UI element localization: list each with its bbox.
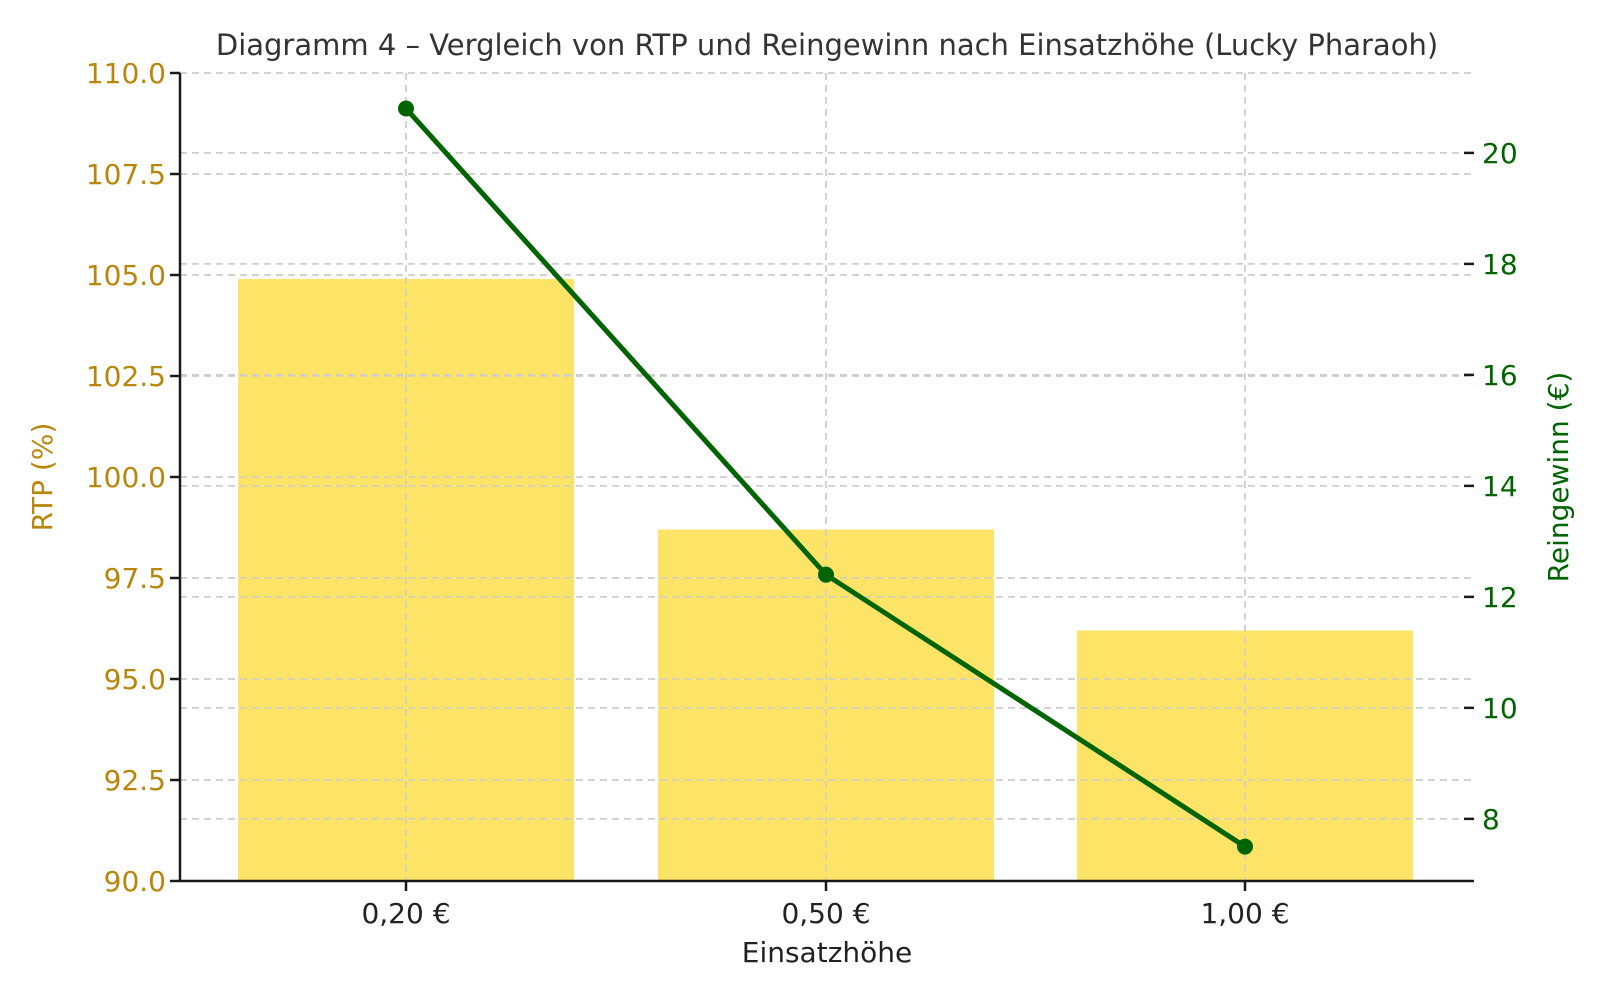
left-axis-ticks: 90.0 92.5 95.0 97.5 100.0 102.5 105.0 107.5 110.… xyxy=(86,57,180,898)
x-tick-label: 0,50 € xyxy=(781,897,870,930)
right-tick-label: 18 xyxy=(1482,248,1518,281)
right-tick-label: 14 xyxy=(1482,470,1518,503)
left-axis-label: RTP (%) xyxy=(26,423,59,532)
line-series-reingewinn xyxy=(398,100,1253,855)
right-axis-ticks: 8 10 12 14 16 18 20 xyxy=(1464,137,1518,836)
line-marker xyxy=(1237,838,1253,855)
left-tick-label: 110.0 xyxy=(86,57,166,90)
x-tick-label: 1,00 € xyxy=(1200,897,1289,930)
chart-title: Diagramm 4 – Vergleich von RTP und Reing… xyxy=(216,28,1438,62)
right-tick-label: 8 xyxy=(1482,803,1500,836)
left-tick-label: 102.5 xyxy=(86,360,166,393)
x-axis-ticks: 0,20 € 0,50 € 1,00 € xyxy=(361,881,1290,930)
x-axis-label: Einsatzhöhe xyxy=(742,936,913,969)
left-tick-label: 105.0 xyxy=(86,259,166,292)
right-tick-label: 20 xyxy=(1482,137,1518,170)
line-marker xyxy=(818,566,834,583)
left-tick-label: 100.0 xyxy=(86,461,166,494)
left-tick-label: 107.5 xyxy=(86,158,166,191)
right-tick-label: 10 xyxy=(1482,692,1518,725)
left-tick-label: 92.5 xyxy=(104,764,166,797)
line-marker xyxy=(398,100,414,117)
left-tick-label: 90.0 xyxy=(104,865,166,898)
left-tick-label: 95.0 xyxy=(104,663,166,696)
right-axis-label: Reingewinn (€) xyxy=(1542,372,1575,583)
left-tick-label: 97.5 xyxy=(104,562,166,595)
right-tick-label: 16 xyxy=(1482,359,1518,392)
x-tick-label: 0,20 € xyxy=(361,897,450,930)
bar-series-rtp xyxy=(180,72,1474,882)
right-tick-label: 12 xyxy=(1482,581,1518,614)
